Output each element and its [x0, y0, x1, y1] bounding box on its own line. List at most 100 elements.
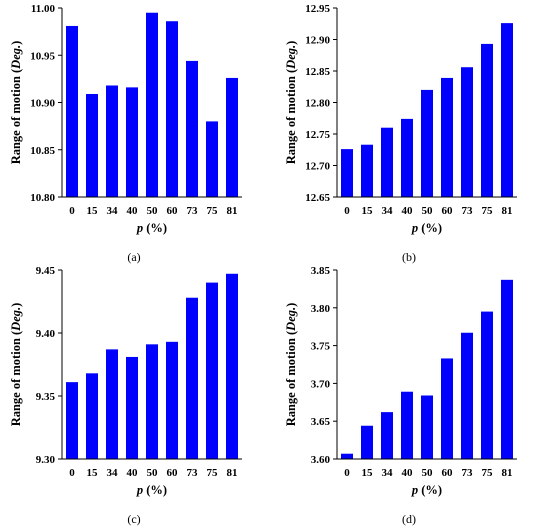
- x-tick-label: 75: [207, 467, 219, 479]
- y-tick-label: 11.00: [31, 3, 56, 15]
- bar: [186, 60, 198, 197]
- x-tick-label: 15: [87, 205, 99, 217]
- chart-panel: 9.30 9.35 9.40 9.45 0 15 34 40 50 60 73 75 81 p (%) Ra…: [9, 265, 242, 526]
- x-tick-label: 81: [502, 467, 513, 479]
- bar: [501, 279, 513, 459]
- x-tick-label: 60: [167, 205, 179, 217]
- y-tick-label: 10.95: [30, 50, 55, 62]
- bar: [166, 341, 178, 459]
- bar: [341, 453, 353, 459]
- chart-panel: 3.60 3.65 3.70 3.75 3.80 3.85 0 15 34 40 50 60 73 75 8…: [284, 265, 517, 526]
- y-tick-label: 10.85: [30, 145, 55, 157]
- x-tick-label: 81: [502, 205, 513, 217]
- bar: [86, 93, 98, 197]
- bar: [126, 356, 138, 459]
- bar: [421, 89, 433, 197]
- panel-caption: (b): [402, 250, 416, 264]
- chart-panel: 12.65 12.70 12.75 12.80 12.85 12.90 12.95 0 15 34…: [284, 3, 517, 264]
- x-tick-label: 0: [69, 205, 75, 217]
- y-tick-label: 3.75: [311, 341, 331, 353]
- bar: [166, 21, 178, 198]
- x-tick-label: 75: [482, 467, 494, 479]
- x-axis-title: p (%): [411, 221, 442, 235]
- bar: [381, 127, 393, 197]
- x-tick-label: 40: [402, 467, 414, 479]
- bar: [226, 273, 238, 459]
- x-tick-label: 34: [382, 467, 394, 479]
- x-tick-label: 50: [147, 205, 159, 217]
- y-tick-label: 12.75: [305, 129, 330, 141]
- x-tick-label: 60: [442, 467, 454, 479]
- bar: [206, 282, 218, 459]
- y-tick-label: 9.30: [36, 454, 56, 466]
- x-tick-label: 0: [344, 205, 350, 217]
- bar: [226, 77, 238, 197]
- y-tick-label: 9.35: [36, 391, 56, 403]
- panel-caption: (c): [127, 512, 140, 526]
- bar: [206, 121, 218, 197]
- x-tick-label: 73: [462, 467, 474, 479]
- x-tick-label: 81: [227, 467, 238, 479]
- y-tick-label: 3.85: [311, 265, 331, 277]
- bar: [401, 391, 413, 459]
- y-tick-label: 12.95: [305, 3, 330, 15]
- x-tick-label: 73: [462, 205, 474, 217]
- y-tick-label: 12.70: [305, 161, 330, 173]
- bar: [461, 332, 473, 459]
- bar: [341, 149, 353, 197]
- bar: [66, 25, 78, 198]
- x-tick-label: 40: [127, 467, 139, 479]
- bar: [186, 297, 198, 459]
- x-axis-title: p (%): [411, 483, 442, 497]
- y-tick-label: 9.45: [36, 265, 56, 277]
- bar: [441, 77, 453, 197]
- x-tick-label: 15: [87, 467, 99, 479]
- x-axis-title: p (%): [136, 221, 167, 235]
- y-tick-label: 12.80: [305, 98, 330, 110]
- bar: [146, 12, 158, 198]
- y-axis-title: Range of motion (Deg.): [284, 41, 298, 165]
- bar: [126, 87, 138, 197]
- y-axis-title: Range of motion (Deg.): [284, 303, 298, 427]
- bar: [421, 395, 433, 459]
- y-tick-label: 12.90: [305, 35, 330, 47]
- x-axis-title: p (%): [136, 483, 167, 497]
- x-tick-label: 81: [227, 205, 238, 217]
- bar: [86, 373, 98, 459]
- x-tick-label: 34: [107, 205, 119, 217]
- bar: [146, 344, 158, 459]
- bar: [381, 412, 393, 459]
- y-tick-label: 10.90: [30, 98, 55, 110]
- y-tick-label: 3.60: [311, 454, 331, 466]
- x-tick-label: 0: [69, 467, 75, 479]
- x-tick-label: 40: [402, 205, 414, 217]
- bar: [106, 349, 118, 459]
- bar: [441, 358, 453, 459]
- x-tick-label: 75: [482, 205, 494, 217]
- chart-panel: 10.80 10.85 10.90 10.95 11.00 0 15 34 40 50 60 73 75…: [9, 3, 242, 264]
- bar: [461, 67, 473, 197]
- x-tick-label: 34: [382, 205, 394, 217]
- bar: [361, 425, 373, 459]
- x-tick-label: 73: [187, 205, 199, 217]
- y-tick-label: 12.65: [305, 192, 330, 204]
- x-tick-label: 40: [127, 205, 139, 217]
- x-tick-label: 50: [422, 467, 434, 479]
- y-tick-label: 10.80: [30, 192, 55, 204]
- bar: [361, 144, 373, 197]
- x-tick-label: 60: [442, 205, 454, 217]
- x-tick-label: 75: [207, 205, 219, 217]
- x-tick-label: 50: [147, 467, 159, 479]
- x-tick-label: 34: [107, 467, 119, 479]
- x-tick-label: 15: [362, 205, 374, 217]
- bar: [501, 23, 513, 198]
- bar: [66, 382, 78, 459]
- x-tick-label: 60: [167, 467, 179, 479]
- bar: [106, 85, 118, 197]
- y-axis-title: Range of motion (Deg.): [9, 41, 23, 165]
- panel-caption: (d): [402, 512, 416, 526]
- x-tick-label: 0: [344, 467, 350, 479]
- x-tick-label: 50: [422, 205, 434, 217]
- bar: [401, 118, 413, 197]
- bar: [481, 43, 493, 197]
